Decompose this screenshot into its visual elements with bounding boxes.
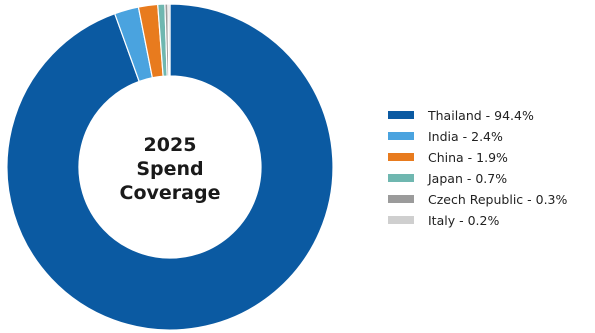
legend-item-3: Japan - 0.7% xyxy=(388,169,588,187)
legend-item-4: Czech Republic - 0.3% xyxy=(388,190,588,208)
legend-item-2: China - 1.9% xyxy=(388,148,588,166)
donut-slice-5 xyxy=(167,3,171,77)
legend-label: India - 2.4% xyxy=(428,128,503,144)
center-label-line-3: Coverage xyxy=(120,182,221,204)
center-label-line-1: 2025 xyxy=(144,134,197,156)
legend-item-5: Italy - 0.2% xyxy=(388,211,588,229)
legend-swatch xyxy=(388,195,414,203)
legend-swatch xyxy=(388,216,414,224)
legend-swatch xyxy=(388,174,414,182)
center-label-line-2: Spend xyxy=(136,158,203,180)
legend-swatch xyxy=(388,153,414,161)
legend-item-0: Thailand - 94.4% xyxy=(388,106,588,124)
legend-label: Japan - 0.7% xyxy=(428,170,508,186)
donut-slice-0 xyxy=(6,3,334,331)
legend-item-1: India - 2.4% xyxy=(388,127,588,145)
legend-label: China - 1.9% xyxy=(428,149,508,165)
legend-label: Italy - 0.2% xyxy=(428,212,500,228)
legend-label: Thailand - 94.4% xyxy=(428,107,534,123)
legend: Thailand - 94.4% India - 2.4% China - 1.9%… xyxy=(388,106,588,232)
legend-swatch xyxy=(388,132,414,140)
legend-swatch xyxy=(388,111,414,119)
donut-slices xyxy=(6,3,334,331)
legend-label: Czech Republic - 0.3% xyxy=(428,191,568,207)
